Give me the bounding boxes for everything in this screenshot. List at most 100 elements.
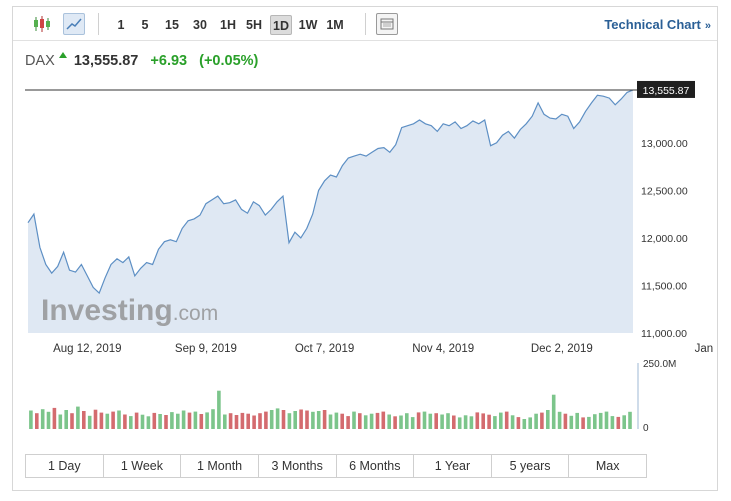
range-selector: 1 Day 1 Week 1 Month 3 Months 6 Months 1 Year… (25, 454, 647, 478)
volume-bar (457, 417, 462, 429)
volume-bar (316, 411, 321, 429)
volume-bar (287, 413, 292, 429)
volume-bar (434, 413, 438, 429)
range-5-years[interactable]: 5 years (492, 455, 570, 477)
volume-bar (463, 415, 468, 429)
period-30[interactable]: 30 (193, 18, 207, 32)
period-1h[interactable]: 1H (220, 18, 236, 32)
volume-bar (522, 419, 527, 429)
volume-bar (64, 410, 68, 429)
volume-bar (29, 410, 33, 429)
volume-bar (375, 412, 380, 429)
volume-bar (193, 411, 198, 429)
volume-bar (117, 410, 121, 429)
volume-bar (510, 415, 515, 429)
volume-bar (628, 411, 632, 429)
volume-bar (46, 411, 51, 429)
volume-bar (581, 417, 585, 429)
last-price: 13,555.87 (73, 53, 139, 69)
period-1[interactable]: 1 (117, 18, 125, 32)
volume-bar (234, 415, 239, 429)
volume-bar (551, 394, 556, 429)
range-1-year[interactable]: 1 Year (414, 455, 492, 477)
volume-bar (123, 414, 127, 429)
volume-bar (557, 411, 562, 429)
volume-bar (146, 416, 151, 429)
chart-toolbar: 1 5 15 30 1H 5H 1D 1W 1M Technical Chart» (13, 7, 717, 41)
volume-bar (405, 413, 409, 429)
volume-bar (93, 409, 98, 429)
range-1-month[interactable]: 1 Month (181, 455, 259, 477)
price-tick-label: 13,000.00 (641, 138, 688, 150)
volume-bar (598, 412, 603, 429)
period-1m[interactable]: 1M (326, 18, 344, 32)
volume-bar (305, 410, 309, 429)
volume-bar (610, 416, 615, 429)
volume-bar (534, 413, 538, 429)
price-chart[interactable]: Investing.com 11,000.00 11,500.00 12,000.00… (13, 7, 717, 447)
volume-bar (616, 416, 621, 429)
technical-chart-label: Technical Chart (604, 17, 701, 32)
range-1-day[interactable]: 1 Day (26, 455, 104, 477)
volume-bar (152, 412, 157, 429)
volume-bar (199, 414, 204, 429)
period-5[interactable]: 5 (141, 18, 149, 32)
x-tick-label: Dec 2, 2019 (531, 343, 593, 355)
last-price-box (637, 80, 695, 98)
volume-bar (252, 415, 256, 429)
volume-bar (164, 415, 168, 429)
volume-bar (475, 412, 480, 429)
volume-bar (452, 415, 456, 429)
period-5h[interactable]: 5H (246, 18, 262, 32)
volume-bar (328, 414, 333, 429)
volume-bar (264, 411, 268, 429)
volume-bar (228, 413, 233, 429)
toolbar-divider (365, 13, 366, 35)
volume-bar (587, 416, 591, 429)
price-line (27, 89, 634, 295)
volume-bar (140, 414, 145, 429)
range-6-months[interactable]: 6 Months (337, 455, 415, 477)
price-tick-label: 11,500.00 (641, 280, 687, 292)
price-change-percent: (+0.05%) (199, 53, 259, 69)
volume-bar (540, 412, 544, 429)
volume-bar (40, 409, 45, 429)
volume-bar (399, 415, 403, 429)
period-1d[interactable]: 1D (270, 15, 292, 35)
area-chart-icon[interactable] (63, 13, 85, 35)
symbol: DAX (25, 53, 55, 69)
volume-bar (58, 414, 63, 429)
volume-bar (311, 411, 315, 429)
range-1-week[interactable]: 1 Week (104, 455, 182, 477)
volume-bar (593, 414, 597, 429)
volume-bar (170, 412, 174, 429)
price-tick-label: 11,000.00 (641, 328, 687, 340)
volume-bar (487, 414, 491, 429)
volume-bar (217, 390, 221, 429)
volume-bar (111, 411, 115, 429)
range-max[interactable]: Max (595, 459, 620, 473)
investing-watermark: Investing.com (41, 294, 218, 327)
chart-widget: 1 5 15 30 1H 5H 1D 1W 1M Technical Chart» DAX 13… (12, 6, 718, 491)
chevron-right-icon: » (704, 20, 711, 32)
volume-bar (240, 412, 245, 429)
range-3-months[interactable]: 3 Months (259, 455, 337, 477)
volume-bar (158, 414, 162, 429)
price-tick-label: 12,000.00 (641, 233, 688, 245)
candlestick-icon[interactable] (31, 13, 53, 35)
volume-bar (446, 413, 450, 429)
period-1w[interactable]: 1W (298, 18, 318, 32)
volume-bar (622, 415, 626, 429)
volume-bar (499, 412, 503, 429)
volume-bar (504, 411, 509, 429)
volume-bar (176, 413, 180, 429)
period-15[interactable]: 15 (165, 18, 179, 32)
volume-bar (187, 412, 192, 429)
volume-bar (82, 411, 86, 429)
volume-bar (134, 412, 139, 429)
volume-bar (258, 413, 262, 429)
new-window-icon[interactable] (376, 13, 398, 35)
x-tick-label: Sep 9, 2019 (175, 343, 237, 355)
volume-bar (563, 413, 568, 429)
technical-chart-link[interactable]: Technical Chart» (604, 17, 711, 32)
